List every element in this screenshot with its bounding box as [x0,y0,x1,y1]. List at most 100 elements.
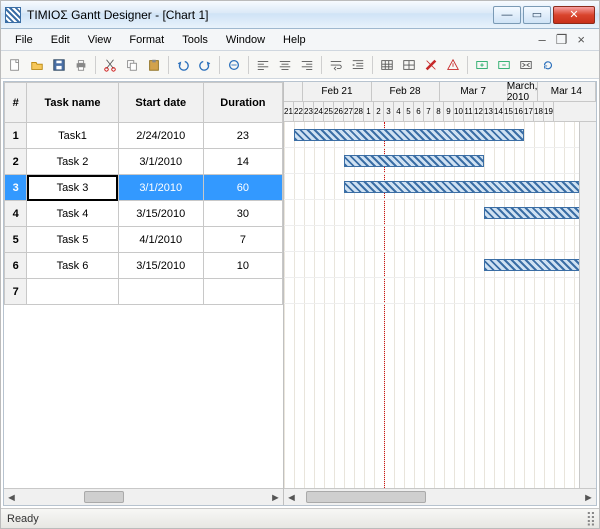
scroll-left-icon[interactable]: ◄ [284,490,299,505]
scroll-thumb[interactable] [84,491,124,503]
redo-button[interactable] [195,55,215,75]
align-left-button[interactable] [253,55,273,75]
cell-duration[interactable] [203,279,282,305]
col-num[interactable]: # [5,83,27,123]
mdi-minimize-icon[interactable]: – [535,32,550,48]
gantt-row[interactable] [284,252,596,278]
cell-duration[interactable]: 10 [203,253,282,279]
gantt-body[interactable] [284,122,596,488]
cell-duration[interactable]: 23 [203,123,282,149]
cell-name[interactable]: Task 6 [27,253,118,279]
paste-button[interactable] [144,55,164,75]
scroll-left-icon[interactable]: ◄ [4,490,19,505]
gantt-row[interactable] [284,200,596,226]
conflict-button[interactable] [443,55,463,75]
table-row[interactable]: 3Task 33/1/201060 [5,175,283,201]
cell-start[interactable] [118,279,203,305]
col-start[interactable]: Start date [118,83,203,123]
mdi-restore-icon[interactable]: ❐ [552,32,572,48]
cell-start[interactable]: 3/1/2010 [118,149,203,175]
gantt-row[interactable] [284,226,596,252]
row-num[interactable]: 5 [5,227,27,253]
scroll-thumb[interactable] [306,491,426,503]
row-num[interactable]: 4 [5,201,27,227]
menu-view[interactable]: View [80,32,120,48]
cell-duration[interactable]: 14 [203,149,282,175]
open-button[interactable] [27,55,47,75]
task-hscrollbar[interactable]: ◄ ► [4,488,283,505]
menu-tools[interactable]: Tools [174,32,216,48]
gantt-hscrollbar[interactable]: ◄ ► [284,488,596,505]
align-right-button[interactable] [297,55,317,75]
menu-format[interactable]: Format [121,32,172,48]
task-pane: # Task name Start date Duration 1Task12/… [4,82,284,505]
row-num[interactable]: 6 [5,253,27,279]
cell-start[interactable]: 3/15/2010 [118,253,203,279]
cell-duration[interactable]: 30 [203,201,282,227]
table-row[interactable]: 7 [5,279,283,305]
wrap-button[interactable] [326,55,346,75]
menu-edit[interactable]: Edit [43,32,78,48]
gantt-row[interactable] [284,174,596,200]
row-num[interactable]: 2 [5,149,27,175]
task-table: # Task name Start date Duration 1Task12/… [4,82,283,305]
zoom-out-button[interactable] [494,55,514,75]
resize-grip-icon[interactable]: ⣿ [586,510,593,527]
minimize-button[interactable]: — [493,6,521,24]
maximize-button[interactable]: ▭ [523,6,551,24]
cell-start[interactable]: 3/1/2010 [118,175,203,201]
scroll-right-icon[interactable]: ► [581,490,596,505]
table-row[interactable]: 5Task 54/1/20107 [5,227,283,253]
gantt-vscrollbar[interactable] [579,122,596,488]
grid1-button[interactable] [377,55,397,75]
cell-name[interactable]: Task 4 [27,201,118,227]
new-button[interactable] [5,55,25,75]
table-row[interactable]: 1Task12/24/201023 [5,123,283,149]
cell-name[interactable]: Task1 [27,123,118,149]
menu-file[interactable]: File [7,32,41,48]
timeline-day: 2 [374,102,384,122]
zoom-fit-button[interactable] [516,55,536,75]
scroll-right-icon[interactable]: ► [268,490,283,505]
row-num[interactable]: 3 [5,175,27,201]
cut-button[interactable] [100,55,120,75]
cell-name[interactable]: Task 3 [27,175,118,201]
gantt-bar[interactable] [294,129,524,141]
mdi-close-icon[interactable]: × [573,32,589,48]
row-num[interactable]: 7 [5,279,27,305]
cell-name[interactable]: Task 2 [27,149,118,175]
save-button[interactable] [49,55,69,75]
copy-button[interactable] [122,55,142,75]
cell-duration[interactable]: 7 [203,227,282,253]
grid2-button[interactable] [399,55,419,75]
col-dur[interactable]: Duration [203,83,282,123]
table-row[interactable]: 4Task 43/15/201030 [5,201,283,227]
print-button[interactable] [71,55,91,75]
menu-window[interactable]: Window [218,32,273,48]
gantt-row[interactable] [284,148,596,174]
close-button[interactable]: ✕ [553,6,595,24]
refresh-button[interactable] [538,55,558,75]
align-center-button[interactable] [275,55,295,75]
gantt-bar[interactable] [344,181,596,193]
gantt-row[interactable] [284,122,596,148]
table-row[interactable]: 2Task 23/1/201014 [5,149,283,175]
col-name[interactable]: Task name [27,83,118,123]
menu-help[interactable]: Help [275,32,314,48]
cell-name[interactable]: Task 5 [27,227,118,253]
indent-button[interactable] [348,55,368,75]
critical-button[interactable] [421,55,441,75]
undo-button[interactable] [173,55,193,75]
cell-start[interactable]: 3/15/2010 [118,201,203,227]
cell-start[interactable]: 4/1/2010 [118,227,203,253]
gantt-bar[interactable] [344,155,484,167]
cell-start[interactable]: 2/24/2010 [118,123,203,149]
table-row[interactable]: 6Task 63/15/201010 [5,253,283,279]
gantt-row[interactable] [284,278,596,304]
row-num[interactable]: 1 [5,123,27,149]
gantt-bar[interactable] [484,259,584,271]
zoom-in-button[interactable] [472,55,492,75]
cell-duration[interactable]: 60 [203,175,282,201]
link-button[interactable] [224,55,244,75]
cell-name[interactable] [27,279,118,305]
